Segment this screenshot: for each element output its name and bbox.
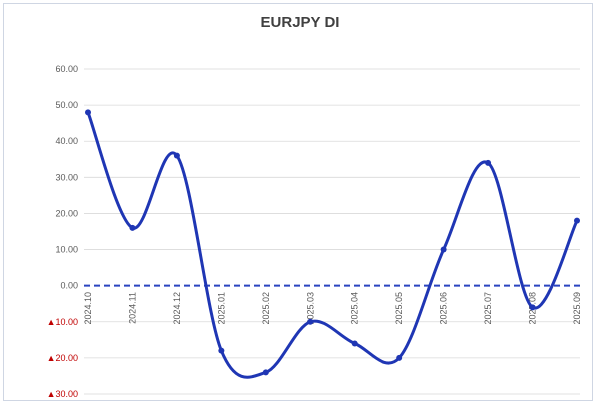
y-tick-label: 40.00 — [55, 136, 78, 146]
x-tick-label: 2024.11 — [127, 292, 137, 324]
data-point — [85, 109, 91, 116]
y-tick-label: ▲30.00 — [47, 389, 78, 399]
y-tick-label: ▲20.00 — [47, 353, 78, 363]
data-point — [173, 152, 180, 159]
x-tick-label: 2025.03 — [305, 292, 315, 325]
y-tick-label: 10.00 — [55, 245, 78, 255]
data-point — [440, 246, 447, 253]
y-tick-label: 30.00 — [55, 172, 78, 182]
x-tick-label: 2024.12 — [172, 292, 182, 325]
x-tick-label: 2025.01 — [216, 292, 226, 325]
series-line — [86, 111, 579, 379]
y-tick-label: 60.00 — [55, 64, 78, 74]
data-point — [351, 340, 358, 347]
y-tick-label: 50.00 — [55, 100, 78, 110]
y-tick-label: ▲10.00 — [47, 317, 78, 327]
x-axis-tick-labels: 2024.10 2024.11 2024.12 2025.01 2025.02 2025.… — [83, 292, 582, 325]
gridlines — [84, 68, 580, 395]
y-tick-label: 0.00 — [60, 281, 78, 291]
data-point — [574, 217, 580, 224]
x-tick-label: 2025.05 — [394, 292, 404, 325]
data-points — [85, 109, 580, 376]
data-point — [218, 347, 225, 354]
x-tick-label: 2025.04 — [350, 292, 360, 325]
x-tick-label: 2025.07 — [483, 292, 493, 325]
data-point — [307, 318, 314, 325]
data-point — [396, 354, 403, 361]
x-tick-label: 2025.09 — [572, 292, 582, 325]
x-tick-label: 2024.10 — [83, 292, 93, 325]
data-point — [262, 369, 269, 376]
x-tick-label: 2025.06 — [439, 292, 449, 325]
y-tick-label: 20.00 — [55, 208, 78, 218]
chart-title: EURJPY DI — [260, 14, 340, 31]
y-axis-tick-labels: 60.00 50.00 40.00 30.00 20.00 10.00 0.00 ▲10.00… — [47, 64, 78, 399]
data-point — [529, 304, 536, 311]
data-point — [129, 224, 136, 231]
x-tick-label: 2025.02 — [261, 292, 271, 325]
data-point — [485, 159, 492, 166]
